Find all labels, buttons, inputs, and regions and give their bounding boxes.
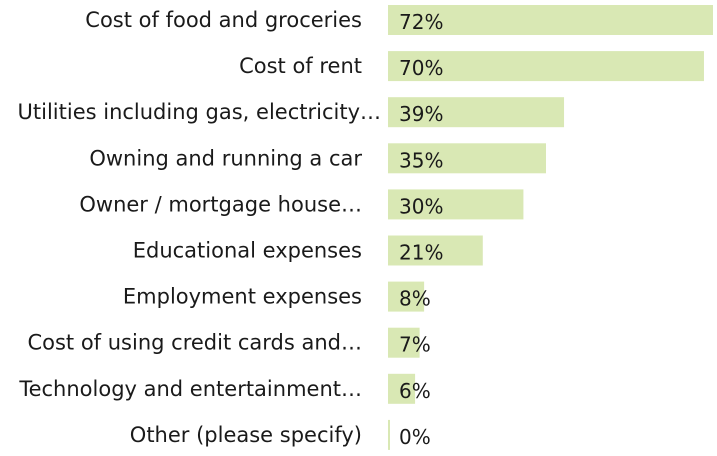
bars-layer (388, 5, 713, 450)
bar-9 (388, 373, 416, 404)
category-label: Cost of using credit cards and… (27, 331, 362, 355)
value-label: 21% (399, 241, 443, 265)
value-label: 7% (399, 333, 431, 357)
bar-7 (388, 281, 425, 312)
category-label: Owner / mortgage house… (79, 192, 362, 216)
category-label: Cost of food and groceries (85, 8, 362, 32)
category-label: Educational expenses (133, 239, 362, 263)
bar-3 (388, 97, 565, 128)
bar-2 (388, 51, 704, 82)
bar-5 (388, 189, 524, 220)
bar-4 (388, 143, 546, 174)
category-label: Employment expenses (123, 285, 362, 309)
value-label: 30% (399, 194, 443, 218)
value-label: 35% (399, 148, 443, 172)
value-label: 72% (399, 10, 443, 34)
bar-6 (388, 235, 483, 266)
value-label: 39% (399, 102, 443, 126)
category-label: Utilities including gas, electricity… (18, 100, 381, 124)
labels-layer: Cost of food and groceries 72% Cost of ren… (18, 8, 444, 449)
category-label: Owning and running a car (89, 146, 362, 170)
category-label: Other (please specify) (130, 423, 362, 447)
value-label: 70% (399, 56, 443, 80)
bar-8 (388, 327, 420, 358)
category-label: Cost of rent (239, 54, 362, 78)
value-label: 6% (399, 379, 431, 403)
category-label: Technology and entertainment… (18, 377, 362, 401)
value-label: 0% (399, 425, 431, 449)
value-label: 8% (399, 287, 431, 311)
bar-1 (388, 5, 713, 35)
bar-10 (388, 419, 390, 450)
